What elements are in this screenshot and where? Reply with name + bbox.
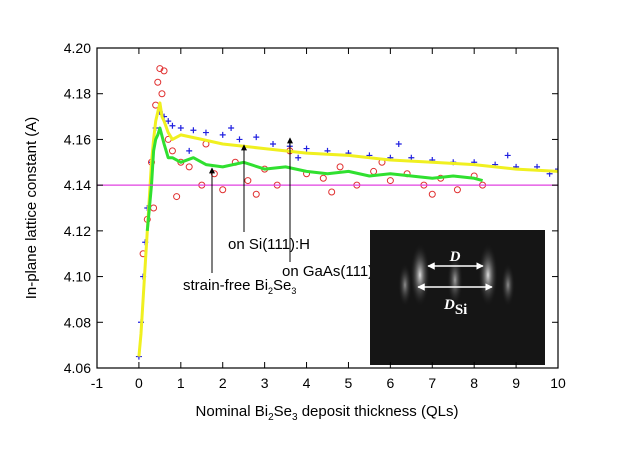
y-tick-label: 4.18 <box>64 86 91 102</box>
x-tick-label: 8 <box>470 375 478 391</box>
data-point <box>252 190 260 198</box>
y-tick-label: 4.20 <box>64 40 91 56</box>
data-point <box>270 141 277 147</box>
data-point <box>158 90 166 98</box>
inset-streak <box>478 243 498 307</box>
inset-streak <box>501 263 515 307</box>
y-axis-label: In-plane lattice constant (A) <box>23 117 40 300</box>
inset-streak <box>398 263 412 307</box>
data-point <box>395 141 402 147</box>
inset-label: D <box>449 249 461 265</box>
data-point <box>202 129 209 136</box>
y-tick-label: 4.14 <box>64 177 91 193</box>
data-point <box>236 136 243 143</box>
y-tick-label: 4.10 <box>64 269 91 285</box>
data-point <box>177 125 184 131</box>
data-point <box>219 186 227 194</box>
data-point <box>336 163 344 171</box>
x-tick-label: 10 <box>550 375 566 391</box>
data-point <box>303 145 310 152</box>
data-point <box>173 193 181 201</box>
x-tick-label: 4 <box>303 375 311 391</box>
x-tick-label: 1 <box>177 375 185 391</box>
x-label-part: Se <box>274 403 292 420</box>
inset-streak <box>410 243 430 307</box>
data-point <box>295 154 302 161</box>
annotation: strain-free Bi2Se3 <box>183 277 296 296</box>
data-point <box>370 167 378 175</box>
data-point <box>504 152 511 159</box>
data-point <box>154 78 162 86</box>
data-point <box>150 204 158 212</box>
annotation-part: Se <box>273 277 291 294</box>
y-tick-label: 4.08 <box>64 314 91 330</box>
x-label-part: Nominal Bi <box>196 403 269 420</box>
plot-data <box>97 65 558 360</box>
inset-label-sub: Si <box>455 302 468 318</box>
annotation-sub: 2 <box>268 286 273 296</box>
data-point <box>160 67 168 75</box>
data-point <box>190 127 197 134</box>
x-axis-label: Nominal Bi2Se3 deposit thickness (QLs) <box>196 403 459 423</box>
data-point <box>555 166 558 173</box>
inset-label-part: D <box>443 297 455 313</box>
series-line <box>145 126 483 232</box>
plot-frame <box>96 47 559 369</box>
x-tick-label: 3 <box>261 375 269 391</box>
x-tick-label: -1 <box>91 375 104 391</box>
annotation: on GaAs(111)A <box>282 263 383 280</box>
annotation-part: strain-free Bi <box>183 277 268 294</box>
data-point <box>328 188 336 196</box>
data-point <box>453 186 461 194</box>
x-tick-label: 0 <box>135 375 143 391</box>
inset-label: DSi <box>443 297 467 318</box>
data-point <box>186 147 193 154</box>
data-point <box>165 118 172 125</box>
x-label-sub: 3 <box>292 412 298 423</box>
annotation: on Si(111):H <box>228 236 310 253</box>
x-tick-label: 2 <box>219 375 227 391</box>
x-tick-label: 6 <box>386 375 394 391</box>
data-point <box>428 190 436 198</box>
y-tick-label: 4.06 <box>64 360 91 376</box>
data-point <box>244 177 252 185</box>
x-label-sub: 2 <box>268 412 274 423</box>
x-tick-label: 7 <box>428 375 436 391</box>
data-point <box>228 125 235 131</box>
data-point <box>168 147 176 155</box>
inset: D DSi <box>370 230 545 365</box>
data-point <box>185 163 193 171</box>
data-point <box>386 177 394 185</box>
x-label-part: deposit thickness (QLs) <box>298 403 459 420</box>
data-point <box>169 122 176 129</box>
x-tick-label: 5 <box>345 375 353 391</box>
annotation-sub: 3 <box>291 286 296 296</box>
data-point <box>156 65 164 73</box>
x-tick-label: 9 <box>512 375 520 391</box>
data-point <box>253 134 260 141</box>
data-point <box>219 131 226 138</box>
y-tick-label: 4.16 <box>64 131 91 147</box>
y-tick-label: 4.12 <box>64 223 91 239</box>
data-point <box>319 174 327 182</box>
